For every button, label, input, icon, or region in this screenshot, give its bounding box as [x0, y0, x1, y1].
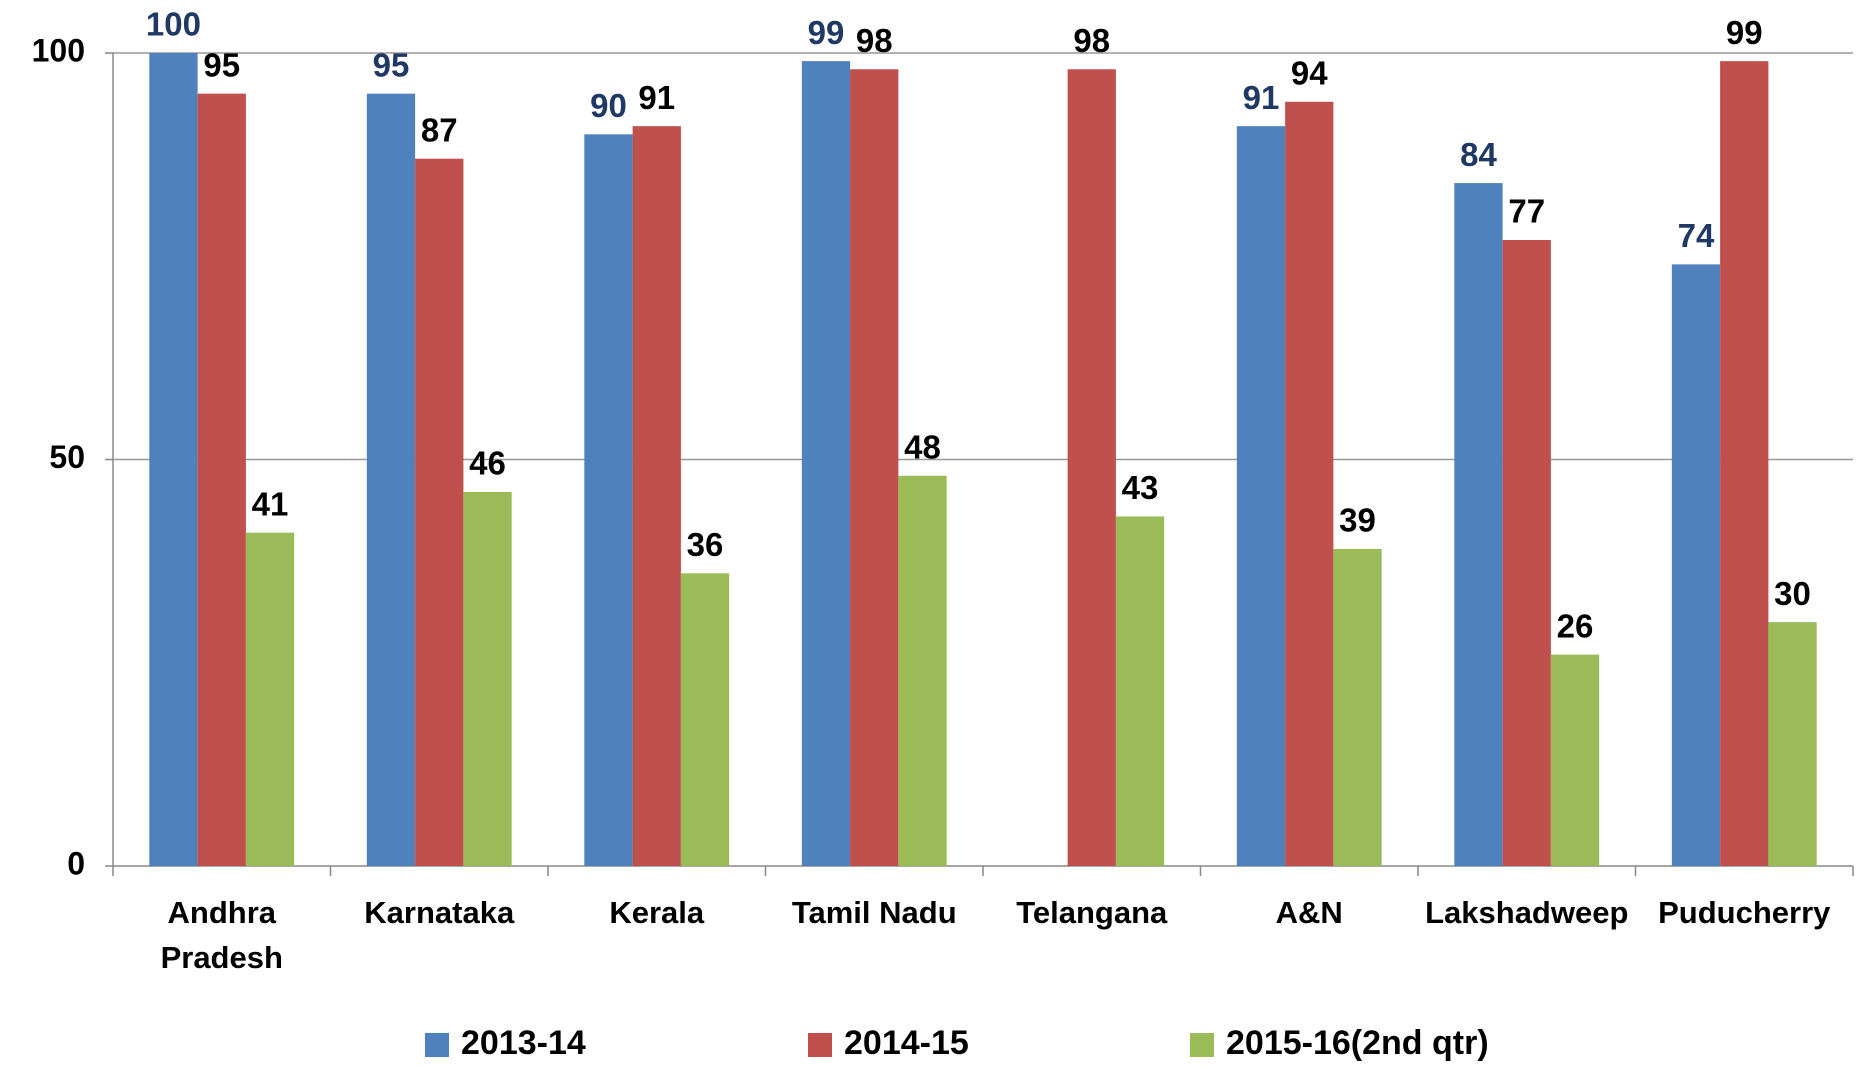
bar [1502, 239, 1551, 867]
data-label: 95 [373, 46, 410, 83]
data-label: 100 [146, 6, 201, 43]
bar [1333, 548, 1382, 866]
x-tick-label: Telangana [1016, 895, 1168, 930]
data-label: 46 [469, 445, 506, 482]
data-label: 98 [1073, 22, 1110, 59]
data-label: 91 [1243, 79, 1280, 116]
bar [197, 93, 246, 866]
bar [632, 126, 681, 867]
legend-swatch [808, 1033, 832, 1057]
bar [1067, 69, 1116, 866]
bar [149, 53, 198, 866]
bar [801, 61, 851, 866]
legend-label: 2014-15 [844, 1024, 969, 1062]
data-label: 41 [252, 485, 289, 522]
data-label: 87 [421, 111, 458, 148]
x-tick-label-line: Pradesh [161, 940, 283, 975]
x-tick-label: Karnataka [364, 895, 515, 930]
bar [1768, 622, 1817, 866]
bar [1550, 654, 1600, 866]
bar [1236, 126, 1286, 867]
bar [1454, 183, 1503, 866]
bar [245, 532, 295, 866]
x-tick-label: A&N [1276, 895, 1343, 930]
bar [1285, 101, 1334, 866]
data-label: 99 [808, 14, 845, 51]
bar [898, 475, 947, 866]
data-label: 94 [1291, 54, 1328, 91]
y-tick-label: 0 [67, 845, 85, 881]
data-label: 36 [687, 526, 724, 563]
data-label: 91 [638, 79, 675, 116]
data-label: 39 [1339, 502, 1376, 539]
data-label: 98 [856, 22, 893, 59]
x-tick-label-line: Andhra [168, 895, 277, 930]
y-tick-label: 50 [49, 439, 85, 475]
data-label: 43 [1122, 469, 1159, 506]
x-tick-label: Lakshadweep [1425, 895, 1628, 930]
data-label: 74 [1678, 217, 1715, 254]
bar [680, 573, 730, 866]
x-tick-label: Andhra Pradesh [161, 895, 283, 975]
data-label: 77 [1508, 193, 1545, 230]
x-tick-label: Puducherry [1658, 895, 1831, 930]
legend-label: 2013-14 [461, 1024, 586, 1062]
x-tick-label: Tamil Nadu [792, 895, 957, 930]
data-label: 26 [1557, 607, 1594, 644]
bar [1720, 61, 1769, 866]
bar [463, 492, 512, 866]
bar [1115, 516, 1165, 866]
bar [584, 134, 633, 867]
y-tick-label: 100 [32, 32, 85, 68]
bar [415, 158, 464, 866]
bar [1671, 264, 1721, 866]
legend-label: 2015-16(2nd qtr) [1226, 1024, 1489, 1062]
legend-swatch [1190, 1033, 1214, 1057]
data-label: 99 [1726, 14, 1763, 51]
bar [850, 69, 899, 866]
x-tick-label: Kerala [609, 895, 705, 930]
data-label: 84 [1460, 136, 1497, 173]
data-label: 30 [1774, 575, 1811, 612]
data-label: 48 [904, 428, 941, 465]
bar [366, 93, 416, 866]
legend-swatch [425, 1033, 449, 1057]
data-label: 90 [590, 87, 627, 124]
data-label: 95 [203, 46, 240, 83]
